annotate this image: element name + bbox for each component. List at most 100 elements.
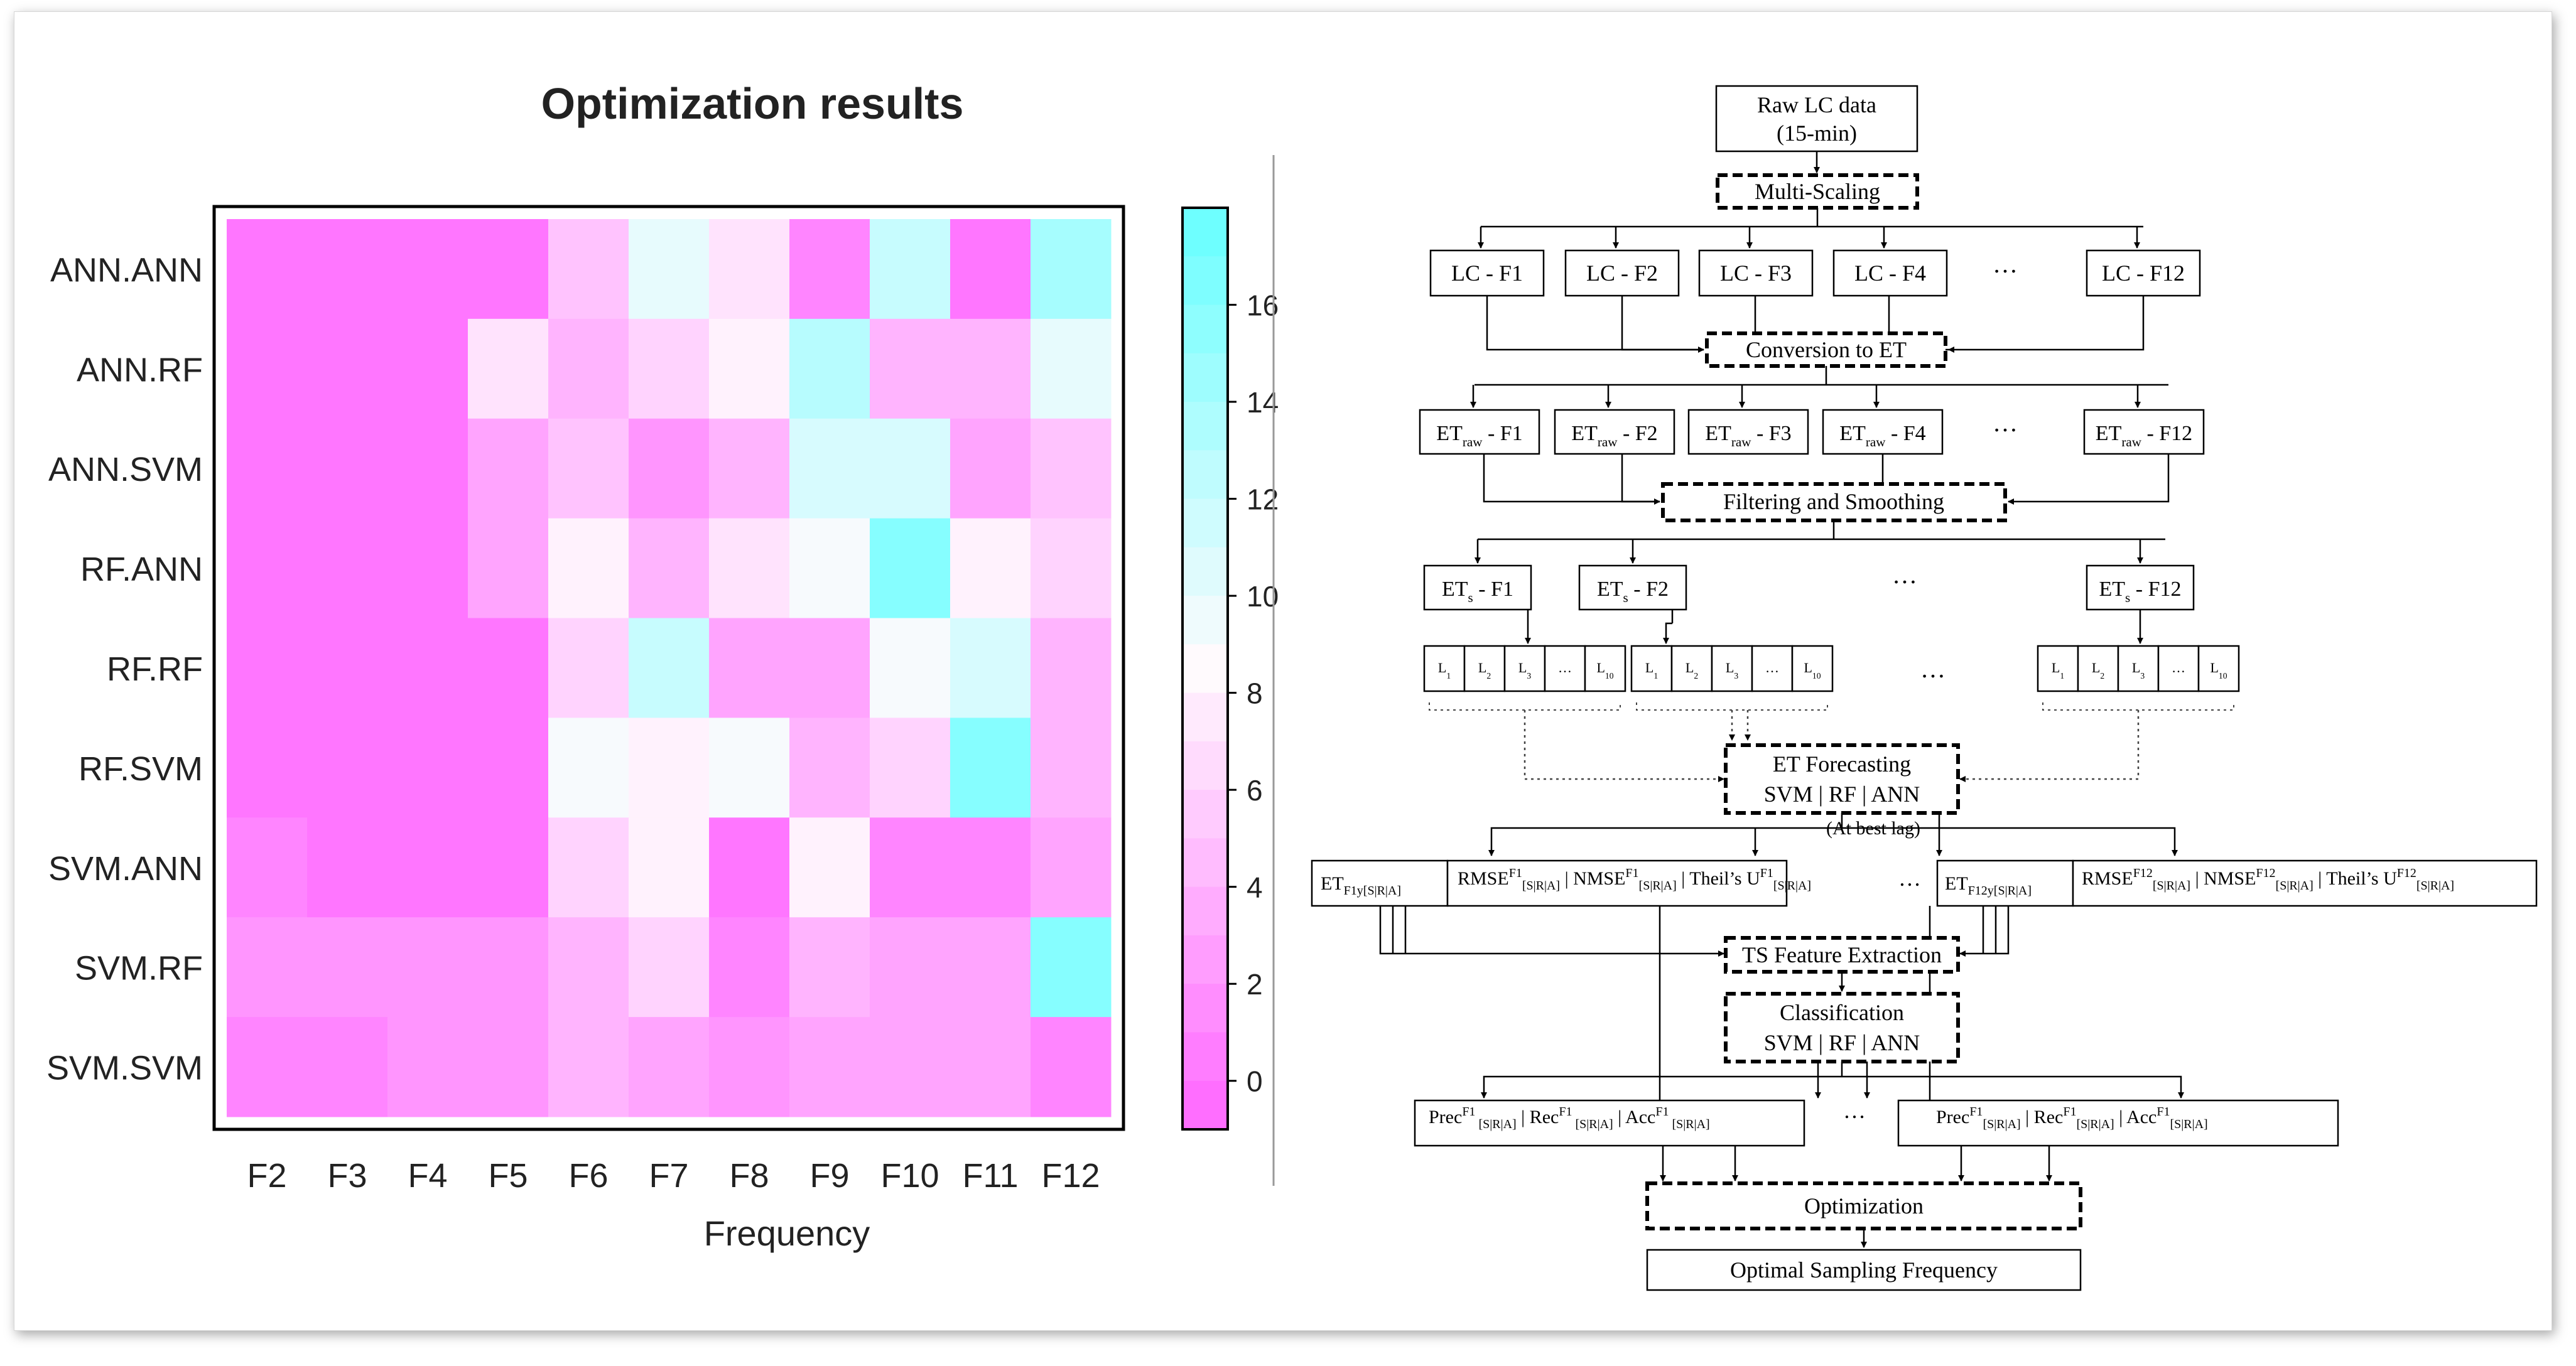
lag-label: L2	[1478, 660, 1491, 680]
heatmap-cell	[548, 1017, 629, 1117]
heatmap-cell	[789, 718, 870, 818]
heatmap-cell	[950, 718, 1031, 818]
heatmap-cell	[227, 219, 308, 320]
lc-box	[1564, 249, 1680, 297]
heatmap-cell	[870, 718, 951, 818]
heatmap-cell	[548, 518, 629, 619]
ellipsis: …	[1993, 250, 2018, 278]
ellipsis: …	[1993, 409, 2018, 437]
heatmap-cell	[1031, 618, 1112, 718]
colorbar-swatch	[1182, 935, 1228, 984]
heatmap-cell	[548, 718, 629, 818]
lag-label: L3	[1726, 660, 1738, 680]
et-pred-box-f12	[1936, 859, 2074, 907]
colorbar-swatch	[1182, 450, 1228, 500]
colorbar-swatch	[1182, 353, 1228, 402]
colorbar-swatch	[1182, 304, 1228, 354]
colorbar-swatch	[1182, 741, 1228, 790]
heatmap-cell	[789, 817, 870, 918]
classification-box	[1724, 992, 1960, 1063]
ets-box	[1578, 564, 1687, 611]
heatmap-cell	[870, 418, 951, 519]
conversion-box	[1705, 331, 1947, 368]
heatmap-chart: Optimization results ANN.ANN ANN.RF ANN.SV…	[46, 79, 1279, 1253]
heatmap-cell	[870, 917, 951, 1018]
heatmap-cell	[789, 418, 870, 519]
heatmap-cell	[387, 618, 468, 718]
lag-box	[1791, 645, 1834, 692]
connector	[1959, 906, 2010, 957]
y-tick-label: RF.SVM	[78, 750, 203, 788]
y-tick-label: RF.ANN	[80, 551, 203, 588]
prec-box-f12	[1897, 1099, 2339, 1147]
x-tick-label: F8	[729, 1157, 769, 1195]
heatmap-cell	[387, 917, 468, 1018]
heatmap-cell	[1031, 418, 1112, 519]
heatmap-cell	[227, 718, 308, 818]
lc-label: LC - F3	[1720, 261, 1792, 286]
heatmap-cell	[870, 1017, 951, 1117]
filtering-label: Filtering and Smoothing	[1723, 489, 1944, 514]
colorbar-swatch	[1182, 838, 1228, 888]
heatmap-cell	[227, 518, 308, 619]
ets-box	[2086, 564, 2195, 611]
heatmap-cell	[870, 219, 951, 320]
lag-box	[1670, 645, 1713, 692]
heatmap-cell	[387, 318, 468, 419]
heatmap-cell	[387, 219, 468, 320]
heatmap-cell	[709, 1017, 790, 1117]
et-pred-label-f12: ETF12y[S|R|A]	[1945, 873, 2032, 898]
lag-box	[2077, 645, 2119, 692]
heatmap-cell	[709, 917, 790, 1018]
heatmap-cell	[709, 718, 790, 818]
figure-canvas: Optimization results ANN.ANN ANN.RF ANN.SV…	[46, 79, 2538, 1291]
lag-label: …	[1765, 660, 1779, 675]
ets-label: ETs - F2	[1597, 578, 1669, 605]
heatmap-cell	[227, 917, 308, 1018]
colorbar-swatch	[1182, 886, 1228, 936]
heatmap-cell	[1031, 318, 1112, 419]
heatmap-cell	[548, 219, 629, 320]
connector	[1842, 827, 2178, 856]
et-raw-label: ETraw - F1	[1436, 422, 1522, 449]
connector	[1486, 296, 1704, 353]
lag-box	[2197, 645, 2240, 692]
et-raw-label: ETraw - F2	[1571, 422, 1657, 449]
lc-label: LC - F12	[2102, 261, 2185, 286]
plot-border	[212, 205, 1125, 1131]
heatmap-cell	[789, 518, 870, 619]
lc-label: LC - F4	[1854, 261, 1926, 286]
colorbar-swatch	[1182, 256, 1228, 306]
colorbar-swatch	[1182, 208, 1228, 257]
connector	[1959, 710, 2140, 782]
y-tick-label: SVM.SVM	[46, 1050, 203, 1087]
heatmap-cell	[227, 1017, 308, 1117]
x-tick-label: F4	[408, 1157, 447, 1195]
heatmap-cell	[468, 1017, 549, 1117]
x-tick-label: F5	[488, 1157, 528, 1195]
lag-label: L10	[1804, 660, 1821, 680]
x-tick-label: F3	[327, 1157, 367, 1195]
connector	[1621, 296, 1704, 351]
heatmap-cell	[307, 318, 388, 419]
ets-label: ETs - F1	[1442, 578, 1513, 605]
heatmap-cell	[468, 917, 549, 1018]
raw-lc-label: Raw LC data	[1757, 92, 1876, 117]
prec-label-f1: PrecF1 [S|R|A] | RecF1 [S|R|A] | AccF1 […	[1429, 1105, 1710, 1131]
lag-box	[1423, 645, 1466, 692]
lag-label: L10	[1596, 660, 1613, 680]
y-tick-label: ANN.SVM	[48, 451, 203, 488]
lc-box	[1832, 249, 1948, 297]
heatmap-cell	[387, 518, 468, 619]
lag-box	[2037, 645, 2079, 692]
metrics-label-f12: RMSEF12[S|R|A] | NMSEF12[S|R|A] | Theil’…	[2082, 866, 2454, 893]
colorbar-tick-label: 0	[1247, 1065, 1263, 1098]
heatmap-cell	[1031, 917, 1112, 1018]
heatmap-cell	[468, 817, 549, 918]
ellipsis: …	[1843, 1098, 1866, 1123]
heatmap-cell	[789, 618, 870, 718]
heatmap-cell	[387, 418, 468, 519]
lag-label: L2	[1686, 660, 1698, 680]
metrics-box-f1	[1446, 859, 1788, 907]
